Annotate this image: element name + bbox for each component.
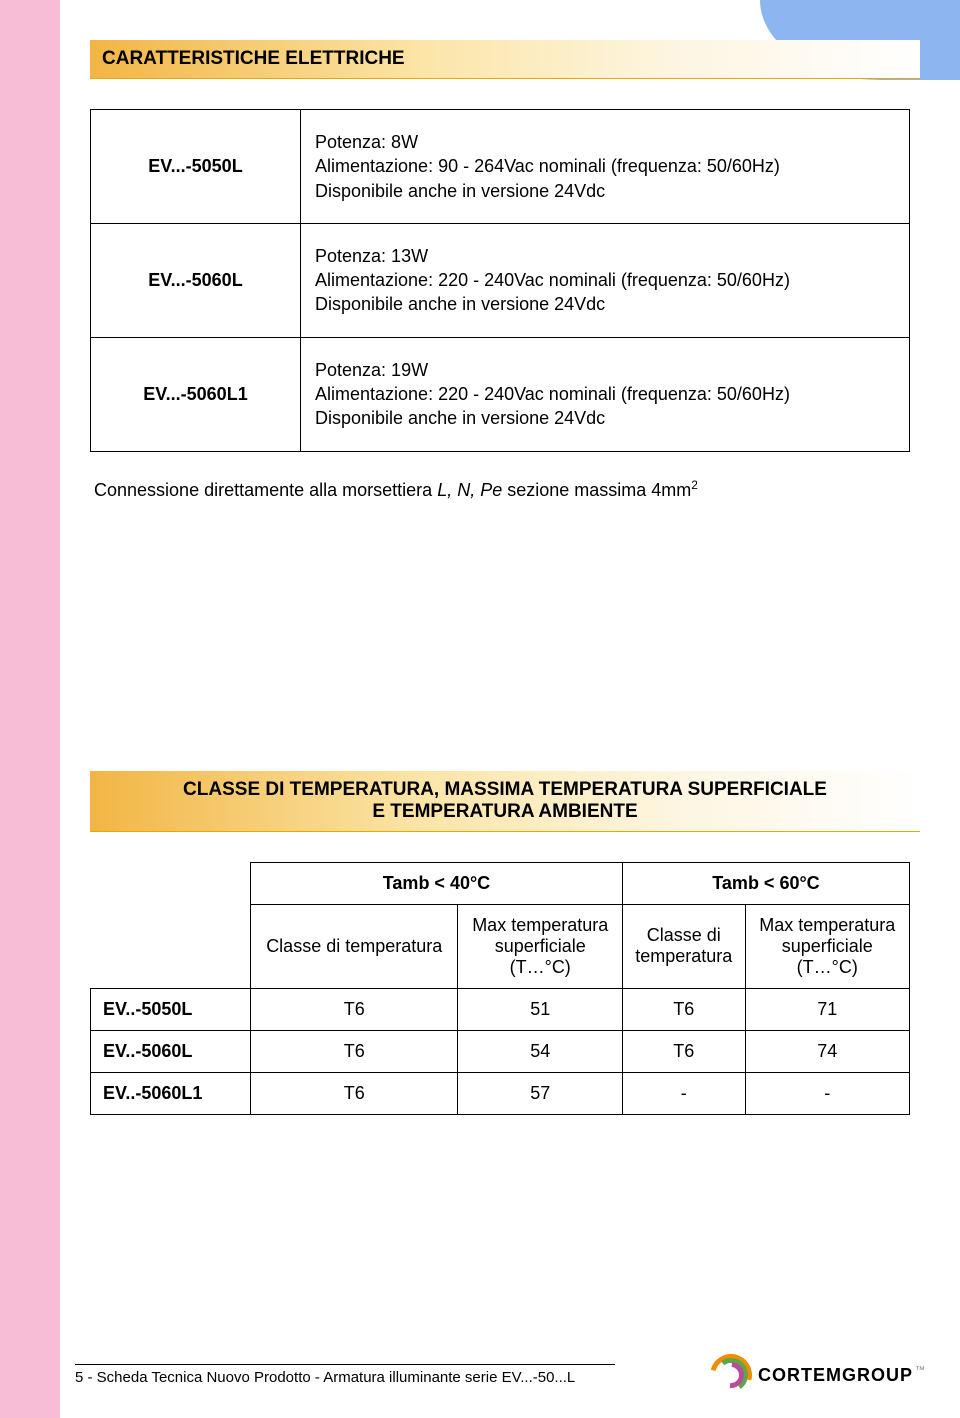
- spec-model: EV...-5050L: [91, 110, 301, 224]
- spec-model: EV...-5060L1: [91, 337, 301, 451]
- spec-line: Alimentazione: 220 - 240Vac nominali (fr…: [315, 382, 895, 406]
- page-footer: 5 - Scheda Tecnica Nuovo Prodotto - Arma…: [75, 1354, 925, 1396]
- table-row: EV...-5060L1 Potenza: 19W Alimentazione:…: [91, 337, 910, 451]
- page-content: CARATTERISTICHE ELETTRICHE EV...-5050L P…: [90, 40, 920, 1115]
- footer-rule: [75, 1364, 615, 1365]
- spec-desc: Potenza: 8W Alimentazione: 90 - 264Vac n…: [301, 110, 910, 224]
- cell: 51: [458, 988, 622, 1030]
- spec-line: Alimentazione: 220 - 240Vac nominali (fr…: [315, 268, 895, 292]
- row-label: EV..-5060L: [91, 1030, 251, 1072]
- cell: T6: [622, 988, 745, 1030]
- cell: 74: [745, 1030, 909, 1072]
- cell: 71: [745, 988, 909, 1030]
- col-class: Classe di temperatura: [622, 904, 745, 988]
- header-line: CLASSE DI TEMPERATURA, MASSIMA TEMPERATU…: [102, 779, 908, 801]
- spec-line: Disponibile anche in versione 24Vdc: [315, 406, 895, 430]
- cortem-logo: CORTEMGROUP™: [710, 1354, 925, 1396]
- empty-corner: [91, 904, 251, 988]
- note-superscript: 2: [691, 478, 698, 492]
- empty-corner: [91, 862, 251, 904]
- col-group-tamb60: Tamb < 60°C: [622, 862, 909, 904]
- cell: T6: [251, 988, 458, 1030]
- note-prefix: Connessione direttamente alla morsettier…: [94, 480, 437, 500]
- logo-swirl-icon: [710, 1354, 752, 1396]
- spec-line: Potenza: 19W: [315, 358, 895, 382]
- logo-grey: GROUP: [842, 1365, 913, 1385]
- electrical-spec-table: EV...-5050L Potenza: 8W Alimentazione: 9…: [90, 109, 910, 452]
- col-class: Classe di temperatura: [251, 904, 458, 988]
- table-row: EV...-5050L Potenza: 8W Alimentazione: 9…: [91, 110, 910, 224]
- spec-line: Disponibile anche in versione 24Vdc: [315, 179, 895, 203]
- connection-note: Connessione direttamente alla morsettier…: [94, 478, 920, 501]
- cell: 54: [458, 1030, 622, 1072]
- note-suffix: sezione massima 4mm: [502, 480, 691, 500]
- temperature-table: Tamb < 40°C Tamb < 60°C Classe di temper…: [90, 862, 910, 1115]
- cell: -: [745, 1072, 909, 1114]
- logo-text: CORTEMGROUP™: [758, 1365, 925, 1386]
- table-row: EV..-5060L1 T6 57 - -: [91, 1072, 910, 1114]
- logo-tm: ™: [915, 1365, 925, 1376]
- cell: T6: [251, 1030, 458, 1072]
- left-pink-stripe: [0, 0, 60, 1418]
- row-label: EV..-5060L1: [91, 1072, 251, 1114]
- spec-model: EV...-5060L: [91, 223, 301, 337]
- logo-bold: CORTEM: [758, 1365, 842, 1385]
- header-line: E TEMPERATURA AMBIENTE: [102, 801, 908, 823]
- cell: -: [622, 1072, 745, 1114]
- col-max: Max temperatura superficiale (T…°C): [458, 904, 622, 988]
- note-italic: L, N, Pe: [437, 480, 502, 500]
- spec-desc: Potenza: 19W Alimentazione: 220 - 240Vac…: [301, 337, 910, 451]
- table-row: EV..-5060L T6 54 T6 74: [91, 1030, 910, 1072]
- table-row: EV...-5060L Potenza: 13W Alimentazione: …: [91, 223, 910, 337]
- spacer: [90, 541, 920, 771]
- cell: T6: [622, 1030, 745, 1072]
- cell: T6: [251, 1072, 458, 1114]
- spec-line: Potenza: 13W: [315, 244, 895, 268]
- spec-desc: Potenza: 13W Alimentazione: 220 - 240Vac…: [301, 223, 910, 337]
- table-row: EV..-5050L T6 51 T6 71: [91, 988, 910, 1030]
- col-group-tamb40: Tamb < 40°C: [251, 862, 623, 904]
- section-header-electrical: CARATTERISTICHE ELETTRICHE: [90, 40, 920, 79]
- row-label: EV..-5050L: [91, 988, 251, 1030]
- cell: 57: [458, 1072, 622, 1114]
- col-max: Max temperatura superficiale (T…°C): [745, 904, 909, 988]
- section-header-temperature: CLASSE DI TEMPERATURA, MASSIMA TEMPERATU…: [90, 771, 920, 832]
- spec-line: Alimentazione: 90 - 264Vac nominali (fre…: [315, 154, 895, 178]
- footer-text: 5 - Scheda Tecnica Nuovo Prodotto - Arma…: [75, 1369, 615, 1386]
- spec-line: Disponibile anche in versione 24Vdc: [315, 292, 895, 316]
- spec-line: Potenza: 8W: [315, 130, 895, 154]
- footer-left: 5 - Scheda Tecnica Nuovo Prodotto - Arma…: [75, 1364, 615, 1386]
